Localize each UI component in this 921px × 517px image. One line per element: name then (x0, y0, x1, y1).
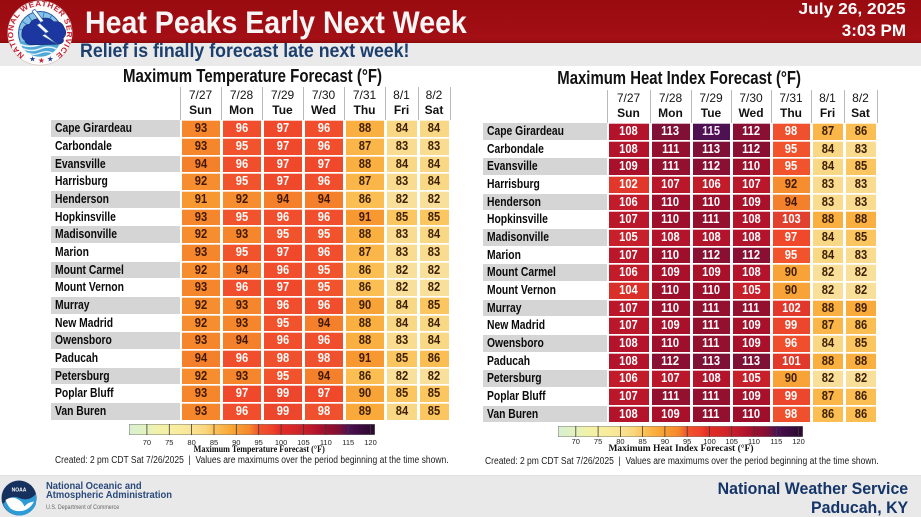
svg-text:NOAA: NOAA (12, 488, 27, 494)
svg-text:★: ★ (29, 55, 36, 64)
svg-text:★: ★ (38, 56, 45, 65)
svg-text:★: ★ (47, 55, 54, 64)
